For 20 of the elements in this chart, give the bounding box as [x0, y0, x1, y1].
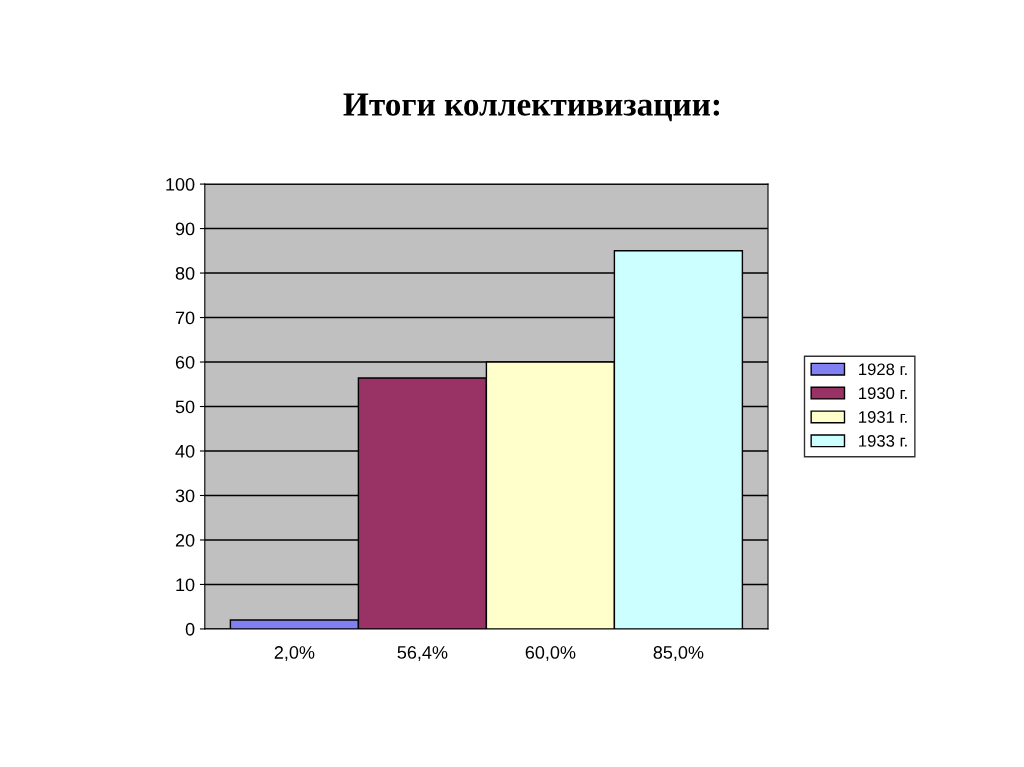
legend-label: 1928 г.	[859, 363, 907, 376]
legend-label: 1930 г.	[859, 387, 907, 400]
y-tick-label: 60	[175, 355, 195, 369]
x-tick-label: 56,4%	[397, 646, 448, 661]
legend-label: 1931 г.	[859, 411, 907, 423]
y-tick-label: 20	[175, 533, 195, 547]
y-tick-label: 90	[175, 222, 195, 236]
y-tick-label: 100	[166, 178, 195, 191]
y-tick-label: 40	[175, 444, 195, 458]
y-tick-label: 80	[175, 266, 195, 280]
x-tick-label: 60,0%	[525, 646, 576, 661]
legend-label: 1933 г.	[859, 434, 907, 447]
y-tick-label: 70	[175, 311, 195, 325]
chart-title: Итоги коллективизации:	[343, 93, 720, 122]
y-tick-label: 50	[175, 400, 195, 414]
x-tick-label: 2,0%	[274, 646, 315, 661]
y-tick-label: 30	[175, 489, 195, 503]
y-tick-label: 0	[185, 622, 195, 636]
x-tick-label: 85,0%	[653, 646, 704, 661]
y-tick-label: 10	[176, 578, 195, 592]
